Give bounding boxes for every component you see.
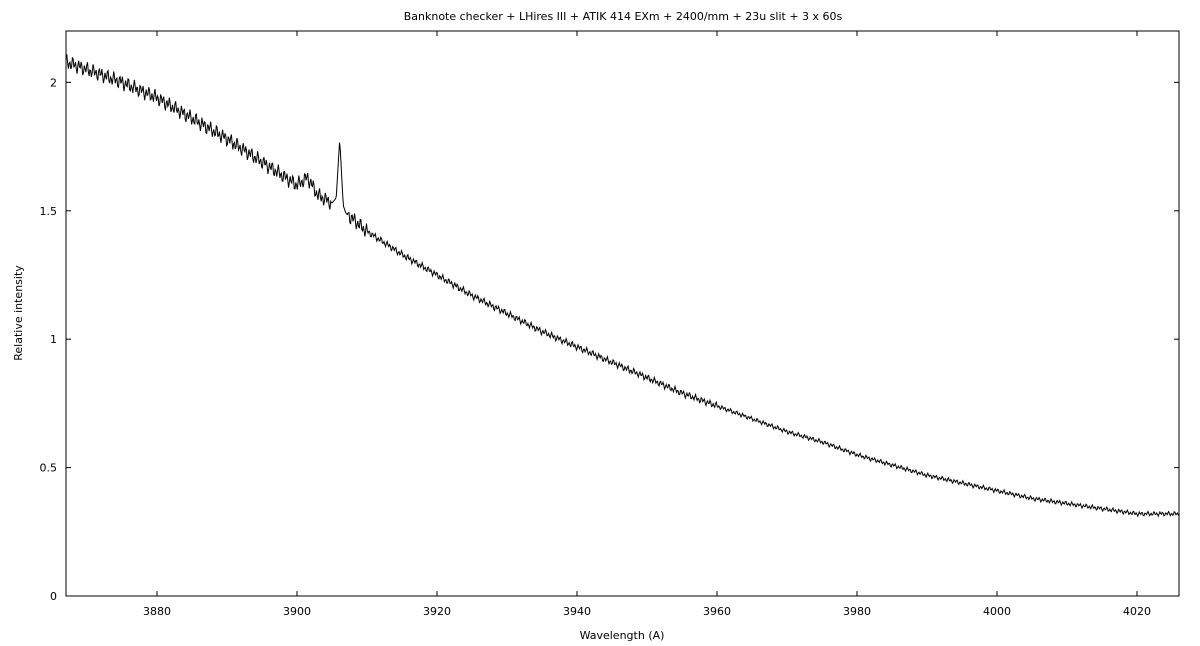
x-tick-label: 3880 [143,605,171,618]
y-tick-label: 1.5 [40,205,58,218]
x-tick-label: 4020 [1123,605,1151,618]
x-tick-label: 3900 [283,605,311,618]
y-tick-label: 1 [50,333,57,346]
plot-frame [65,30,1180,597]
x-axis-label: Wavelength (A) [580,629,665,642]
y-axis-ticks: 0 0.5 1 1.5 2 [40,76,1179,603]
y-tick-label: 0 [50,590,57,603]
y-tick-label: 0.5 [40,462,58,475]
x-axis-ticks: 3880 3900 3920 3940 3960 3980 4000 4020 [143,31,1151,618]
x-tick-label: 3980 [843,605,871,618]
chart-title: Banknote checker + LHires III + ATIK 414… [404,10,843,23]
x-tick-label: 3960 [703,605,731,618]
y-axis-label: Relative intensity [12,265,25,361]
spectrum-line [65,54,1180,518]
x-tick-label: 3920 [423,605,451,618]
y-tick-label: 2 [50,76,57,89]
x-tick-label: 4000 [983,605,1011,618]
series-layer [65,54,1180,518]
x-tick-label: 3940 [563,605,591,618]
